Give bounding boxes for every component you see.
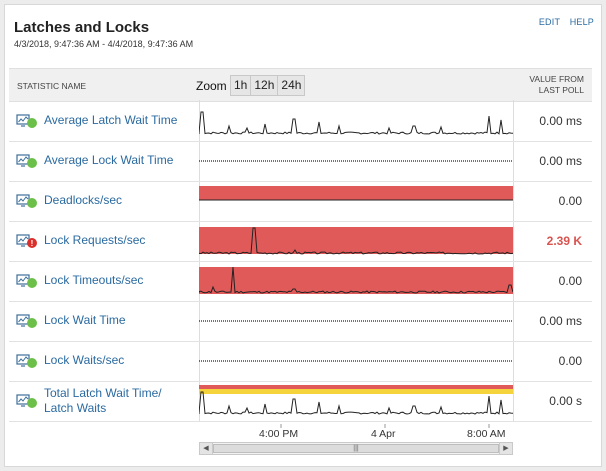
table-row: Lock Wait Time 0.00 ms [9, 301, 592, 342]
zoom-1h-button[interactable]: 1h [231, 76, 252, 95]
table-row: ! Lock Requests/sec 2.39 K [9, 221, 592, 262]
time-scrollbar[interactable]: ◀ ||| ▶ [199, 442, 513, 455]
statistic-link-line2: Latch Waits [44, 401, 107, 415]
performance-counter-icon [16, 114, 37, 128]
series-line [199, 266, 513, 294]
monitor-trend [18, 276, 29, 283]
monitor-trend [18, 156, 29, 163]
monitor-trend [18, 356, 29, 363]
sparkline-chart[interactable] [199, 341, 513, 381]
scroll-left-arrow-icon[interactable]: ◀ [200, 443, 213, 454]
sparkline-chart[interactable] [199, 301, 513, 341]
statistic-link[interactable]: Lock Waits/sec [44, 353, 125, 367]
table-row: Lock Waits/sec 0.00 [9, 341, 592, 382]
time-axis [280, 424, 490, 428]
warning-threshold-band [199, 389, 513, 394]
last-poll-value: 0.00 [558, 194, 582, 208]
date-range: 4/3/2018, 9:47:36 AM - 4/4/2018, 9:47:36… [14, 39, 194, 49]
value-header: VALUE FROM LAST POLL [529, 74, 584, 96]
axis-label-4pm: 4:00 PM [259, 428, 299, 440]
performance-counter-icon [16, 154, 37, 168]
edit-link[interactable]: EDIT [538, 17, 560, 27]
last-poll-value: 0.00 [558, 274, 582, 288]
last-poll-value: 0.00 [558, 354, 582, 368]
status-indicator-icon [27, 118, 37, 128]
performance-counter-icon [16, 354, 37, 368]
status-indicator-icon [27, 318, 37, 328]
last-poll-value: 0.00 ms [539, 314, 582, 328]
table-row: Deadlocks/sec 0.00 [9, 181, 592, 222]
alert-exclamation-icon: ! [31, 239, 34, 248]
sparkline-chart[interactable] [199, 141, 513, 181]
sparkline-chart[interactable] [199, 261, 513, 301]
series-line [199, 111, 513, 135]
last-poll-value: 0.00 ms [539, 114, 582, 128]
statistic-link[interactable]: Lock Wait Time [44, 313, 126, 327]
critical-threshold-band [199, 186, 513, 200]
monitor-trend [18, 116, 29, 123]
status-indicator-icon [27, 358, 37, 368]
monitor-trend [18, 396, 29, 403]
panel-actions: EDIT HELP [532, 17, 594, 27]
statistic-link[interactable]: Deadlocks/sec [44, 193, 123, 207]
series-line [199, 391, 513, 415]
help-link[interactable]: HELP [569, 17, 594, 27]
statistic-link[interactable]: Lock Timeouts/sec [44, 273, 144, 287]
critical-threshold-band [199, 227, 513, 254]
sparkline-chart[interactable] [199, 101, 513, 141]
sparkline-chart[interactable] [199, 181, 513, 221]
statistic-link-line1: Total Latch Wait Time/ [44, 386, 162, 400]
table-row: Average Lock Wait Time 0.00 ms [9, 141, 592, 182]
performance-counter-icon: ! [16, 234, 37, 248]
series-line [199, 227, 513, 255]
performance-counter-icon [16, 274, 37, 288]
statistic-link[interactable]: Lock Requests/sec [44, 233, 146, 247]
axis-label-8am: 8:00 AM [467, 428, 506, 440]
table-row: Total Latch Wait Time/Latch Waits 0.00 s [9, 381, 592, 422]
statistic-link[interactable]: Average Latch Wait Time [44, 113, 178, 127]
last-poll-value: 2.39 K [546, 234, 582, 248]
critical-threshold-band [199, 267, 513, 294]
zoom-button-group: 1h 12h 24h [230, 75, 306, 96]
status-indicator-icon [27, 278, 37, 288]
scroll-thumb[interactable]: ||| [213, 444, 499, 453]
performance-counter-icon [16, 194, 37, 208]
sparkline-chart[interactable] [199, 381, 513, 421]
status-indicator-icon [27, 238, 37, 248]
panel-title: Latches and Locks [14, 19, 150, 36]
zoom-label: Zoom [196, 79, 227, 93]
value-header-line1: VALUE FROM [529, 74, 584, 84]
zoom-12h-button[interactable]: 12h [251, 76, 279, 95]
performance-counter-icon [16, 394, 37, 408]
statistic-link[interactable]: Total Latch Wait Time/Latch Waits [44, 386, 162, 416]
statistic-link[interactable]: Average Lock Wait Time [44, 153, 174, 167]
monitor-trend [18, 236, 29, 243]
axis-label-4apr: 4 Apr [371, 428, 396, 440]
performance-counter-icon [16, 314, 37, 328]
status-indicator-icon [27, 398, 37, 408]
monitor-trend [18, 196, 29, 203]
status-indicator-icon [27, 198, 37, 208]
zoom-24h-button[interactable]: 24h [281, 78, 302, 92]
table-header: STATISTIC NAME Zoom 1h 12h 24h VALUE FRO… [9, 68, 592, 102]
last-poll-value: 0.00 ms [539, 154, 582, 168]
status-indicator-icon [27, 158, 37, 168]
value-header-line2: LAST POLL [538, 85, 584, 95]
last-poll-value: 0.00 s [549, 394, 582, 408]
table-row: Lock Timeouts/sec 0.00 [9, 261, 592, 302]
sparkline-chart[interactable] [199, 221, 513, 261]
statistic-name-header: STATISTIC NAME [17, 81, 87, 91]
table-row: Average Latch Wait Time 0.00 ms [9, 101, 592, 142]
monitor-trend [18, 316, 29, 323]
critical-threshold-band [199, 385, 513, 389]
scroll-right-arrow-icon[interactable]: ▶ [499, 443, 512, 454]
